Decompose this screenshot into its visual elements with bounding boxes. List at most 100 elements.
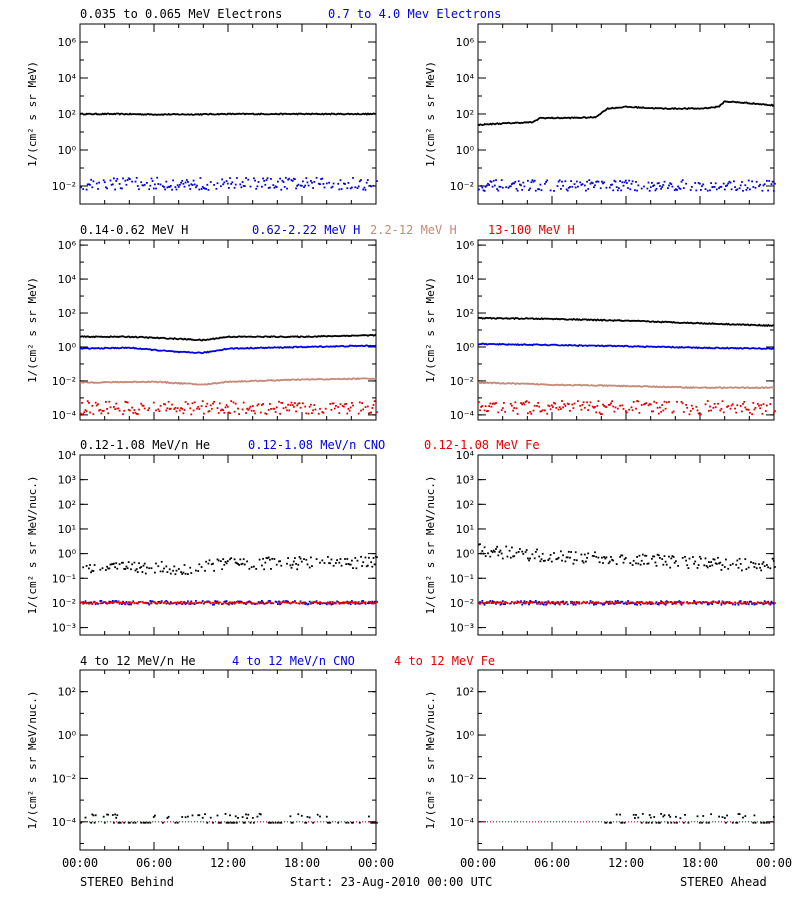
data-point — [556, 557, 559, 560]
data-point — [142, 821, 145, 824]
data-point — [558, 179, 561, 182]
legend-entry: 4 to 12 MeV/n CNO — [232, 654, 355, 668]
data-point — [671, 185, 674, 188]
data-point — [669, 566, 672, 569]
data-point — [256, 815, 259, 818]
data-point — [261, 564, 263, 567]
data-point — [231, 181, 234, 184]
data-point — [513, 407, 516, 409]
data-point — [197, 570, 200, 572]
data-point — [258, 602, 261, 605]
data-point — [272, 821, 275, 824]
data-point — [498, 185, 501, 188]
data-point — [259, 813, 262, 816]
data-point — [351, 600, 353, 602]
data-point — [632, 602, 635, 604]
data-point — [152, 401, 155, 404]
data-point — [345, 402, 348, 405]
data-point — [274, 600, 277, 603]
data-point — [722, 182, 725, 185]
data-point — [723, 602, 726, 605]
data-point — [371, 407, 374, 409]
data-point — [225, 600, 228, 602]
data-point — [113, 406, 115, 408]
data-point — [233, 821, 236, 824]
data-point — [82, 566, 85, 569]
data-point — [570, 180, 572, 182]
y-tick-label: 10¹ — [58, 523, 76, 536]
data-point — [264, 183, 267, 186]
data-point — [364, 601, 367, 604]
data-point — [520, 600, 522, 603]
data-point — [299, 600, 302, 603]
data-point — [540, 410, 543, 413]
data-point — [176, 601, 179, 604]
data-point — [727, 567, 730, 570]
data-point — [216, 814, 219, 817]
data-point — [539, 183, 542, 186]
data-point — [489, 402, 492, 405]
data-point — [583, 184, 586, 187]
data-point — [373, 602, 376, 604]
data-point — [737, 602, 740, 604]
data-point — [613, 179, 616, 182]
data-point — [639, 563, 642, 566]
data-point — [670, 183, 673, 185]
data-point — [638, 601, 641, 603]
data-point — [607, 601, 610, 603]
series-0-14-0-62-mev-h — [477, 316, 775, 327]
data-point — [207, 600, 210, 603]
data-point — [649, 186, 652, 189]
data-point — [206, 183, 209, 186]
data-point — [570, 551, 572, 553]
data-point — [259, 601, 262, 604]
data-point — [228, 603, 230, 606]
data-point — [101, 602, 104, 605]
data-point — [727, 405, 730, 407]
data-point — [247, 601, 250, 603]
y-tick-label: 10⁻⁴ — [450, 816, 475, 829]
data-point — [274, 185, 277, 188]
data-point — [187, 815, 189, 818]
data-point — [257, 601, 260, 603]
data-point — [731, 403, 734, 406]
data-point — [671, 603, 674, 605]
data-point — [82, 413, 85, 415]
data-point — [759, 183, 761, 186]
data-point — [664, 407, 667, 410]
data-point — [479, 601, 481, 603]
data-point — [339, 602, 342, 605]
data-point — [710, 561, 712, 563]
data-point — [376, 556, 378, 559]
data-point — [277, 603, 279, 605]
data-point — [678, 187, 681, 189]
data-point — [578, 601, 580, 604]
data-point — [712, 406, 715, 409]
data-point — [310, 556, 312, 559]
data-point — [290, 602, 293, 604]
data-point — [572, 603, 575, 606]
data-point — [368, 556, 370, 559]
data-point — [569, 409, 571, 412]
data-point — [325, 815, 328, 818]
data-point — [635, 562, 637, 565]
data-point — [150, 567, 153, 570]
data-point — [572, 407, 575, 409]
data-point — [99, 600, 102, 602]
data-point — [624, 557, 627, 559]
data-point — [247, 813, 250, 816]
data-point — [357, 601, 360, 603]
data-point — [92, 814, 95, 817]
data-point — [155, 187, 157, 190]
data-point — [598, 561, 601, 564]
data-point — [728, 602, 731, 605]
data-point — [539, 410, 542, 413]
data-point — [523, 185, 526, 188]
data-point — [184, 572, 187, 575]
data-point — [490, 405, 493, 408]
data-point — [125, 183, 128, 186]
data-point — [763, 600, 766, 603]
data-point — [672, 602, 675, 605]
data-point — [159, 183, 162, 186]
data-point — [534, 189, 537, 192]
